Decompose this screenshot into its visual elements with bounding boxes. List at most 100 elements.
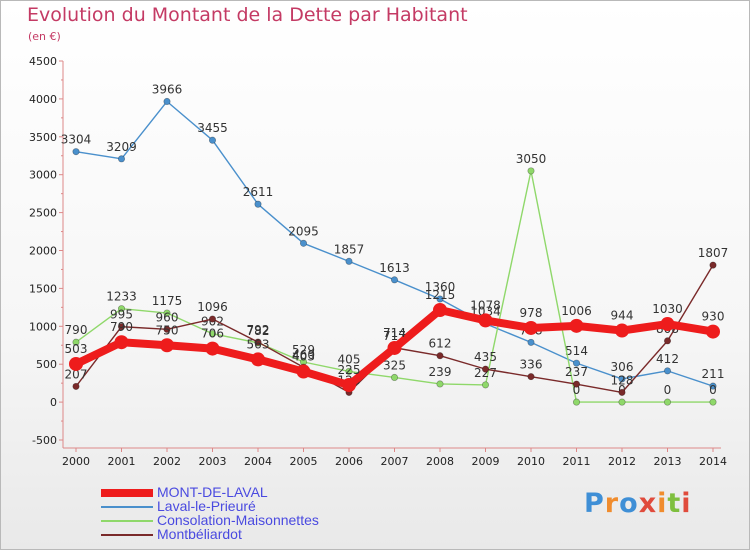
data-label: 435 bbox=[474, 350, 497, 364]
data-point bbox=[478, 313, 493, 328]
data-point bbox=[433, 303, 447, 318]
data-label: 237 bbox=[565, 365, 588, 379]
data-label: 612 bbox=[429, 337, 452, 351]
data-point bbox=[117, 305, 126, 313]
y-tick-label: 4000 bbox=[29, 93, 57, 106]
data-label: 790 bbox=[110, 320, 133, 334]
data-label: 405 bbox=[338, 352, 361, 366]
data-label: 1215 bbox=[425, 288, 456, 302]
data-point bbox=[569, 318, 584, 333]
data-point bbox=[436, 380, 444, 388]
data-point bbox=[481, 365, 490, 373]
data-label: 0 bbox=[664, 383, 672, 397]
data-label: 995 bbox=[110, 308, 133, 322]
data-label: 1096 bbox=[197, 300, 228, 314]
x-tick-label: 2010 bbox=[517, 455, 545, 468]
data-point bbox=[436, 352, 444, 360]
legend-swatch bbox=[101, 489, 153, 497]
series-consolation-maisonnettes: 7901233117590278252940532523922730500000 bbox=[65, 152, 717, 406]
data-label: 529 bbox=[292, 343, 315, 357]
data-label: 1360 bbox=[425, 280, 456, 294]
data-point bbox=[390, 276, 399, 284]
y-tick-label: -500 bbox=[32, 434, 57, 447]
data-point bbox=[69, 356, 83, 371]
chart-title: Evolution du Montant de la Dette par Hab… bbox=[27, 4, 468, 26]
data-label: 790 bbox=[65, 323, 88, 337]
y-tick-label: 3500 bbox=[29, 131, 57, 144]
data-point bbox=[345, 257, 353, 265]
y-tick-label: 1000 bbox=[29, 320, 57, 333]
data-point bbox=[436, 295, 444, 303]
data-point bbox=[663, 367, 672, 375]
legend-label: Laval-le-Prieuré bbox=[157, 498, 256, 514]
y-tick-label: 2000 bbox=[29, 245, 57, 258]
logo-letter: i bbox=[681, 488, 692, 519]
data-point bbox=[208, 136, 217, 144]
data-point bbox=[390, 373, 399, 382]
data-label: 563 bbox=[247, 337, 270, 351]
x-tick-label: 2005 bbox=[290, 455, 318, 468]
x-tick-label: 2013 bbox=[654, 455, 682, 468]
data-point bbox=[163, 97, 171, 106]
x-tick-label: 2002 bbox=[153, 455, 181, 468]
y-tick-label: 4500 bbox=[29, 55, 57, 68]
data-label: 1613 bbox=[379, 261, 410, 275]
data-point bbox=[663, 337, 672, 345]
data-label: 782 bbox=[247, 324, 270, 338]
data-label: 2095 bbox=[288, 224, 319, 238]
data-label: 325 bbox=[383, 358, 406, 372]
data-label: 128 bbox=[611, 373, 634, 387]
x-tick-label: 2003 bbox=[199, 455, 227, 468]
data-label: 714 bbox=[383, 326, 406, 340]
data-label: 460 bbox=[292, 348, 315, 362]
data-label: 1857 bbox=[334, 242, 365, 256]
y-tick-label: 1500 bbox=[29, 282, 57, 295]
data-point bbox=[208, 330, 217, 338]
data-point bbox=[254, 200, 262, 208]
legend-label: MONT-DE-LAVAL bbox=[157, 484, 268, 500]
data-label: 211 bbox=[702, 367, 725, 381]
data-label: 207 bbox=[65, 367, 88, 381]
data-label: 706 bbox=[201, 327, 224, 341]
logo-letter: t bbox=[667, 488, 682, 519]
data-point bbox=[251, 352, 265, 367]
y-tick-label: 500 bbox=[36, 358, 57, 371]
data-label: 336 bbox=[520, 358, 543, 372]
data-point bbox=[72, 338, 80, 346]
data-label: 1175 bbox=[152, 294, 183, 308]
data-point bbox=[114, 335, 129, 350]
legend-item: Montbéliardot bbox=[101, 526, 421, 542]
x-tick-label: 2011 bbox=[563, 455, 591, 468]
data-label: 3966 bbox=[152, 82, 183, 96]
x-tick-label: 2000 bbox=[62, 455, 90, 468]
legend-swatch bbox=[101, 534, 153, 536]
x-tick-label: 2006 bbox=[335, 455, 363, 468]
data-point bbox=[709, 398, 717, 406]
data-label: 1078 bbox=[470, 298, 501, 312]
data-label: 1030 bbox=[652, 302, 683, 316]
data-label: 225 bbox=[338, 363, 361, 377]
legend-label: Consolation-Maisonnettes bbox=[157, 512, 319, 528]
y-tick-label: 3000 bbox=[29, 169, 57, 182]
data-point bbox=[527, 373, 535, 381]
y-tick-label: 2500 bbox=[29, 207, 57, 220]
data-point bbox=[72, 382, 80, 390]
data-point bbox=[524, 320, 538, 335]
data-label: 1807 bbox=[698, 246, 729, 260]
data-point bbox=[527, 338, 535, 346]
data-point bbox=[163, 325, 171, 333]
legend-item: Laval-le-Prieuré bbox=[101, 498, 421, 514]
data-label: 792 bbox=[247, 323, 270, 337]
data-label: 944 bbox=[611, 309, 634, 323]
data-label: 0 bbox=[709, 383, 717, 397]
legend-swatch bbox=[101, 520, 153, 522]
data-label: 3455 bbox=[197, 121, 228, 135]
logo-letter: P bbox=[584, 488, 605, 519]
data-label: 750 bbox=[156, 323, 179, 337]
data-label: 978 bbox=[520, 306, 543, 320]
data-point bbox=[572, 359, 581, 367]
series-montbeliardot: 2079959601096792460128717612435336237128… bbox=[65, 246, 729, 396]
data-label: 503 bbox=[65, 342, 88, 356]
